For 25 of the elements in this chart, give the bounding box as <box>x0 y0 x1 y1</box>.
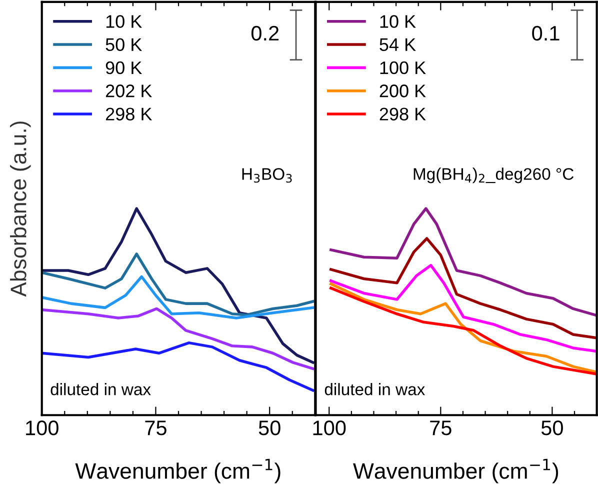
legend-label: 50 K <box>106 38 142 52</box>
x-tick-label: 100 <box>313 420 346 436</box>
x-tick-label: 75 <box>145 420 166 436</box>
x-tick-label: 50 <box>258 420 280 436</box>
y-axis-title: Absorbance (a.u.) <box>10 122 31 297</box>
text: Mg(BH$_{4}$)$_{2}$_deg260 °C <box>414 168 574 184</box>
legend-label: 54 K <box>380 38 416 52</box>
legend-label: 100 K <box>380 61 426 74</box>
text: H$_{3}$BO$_{3}$ <box>242 168 292 183</box>
text: 0.1 <box>532 26 560 41</box>
legend-label: 298 K <box>380 108 426 120</box>
x-tick-label: 75 <box>430 420 452 436</box>
annotation: diluted in wax <box>324 383 425 396</box>
legend-label: 298 K <box>106 108 152 120</box>
x-tick-label: 100 <box>26 420 58 436</box>
legend-label: 10 K <box>380 15 416 28</box>
legend-label: 90 K <box>106 61 142 74</box>
annotation: diluted in wax <box>50 383 151 396</box>
legend-label: 10 K <box>106 15 142 28</box>
legend-label: 202 K <box>106 84 152 98</box>
x-axis-title: Wavenumber (cm$^{−1}$) <box>75 458 280 484</box>
x-axis-title: Wavenumber (cm$^{−1}$) <box>353 458 558 484</box>
x-tick-label: 50 <box>541 420 563 436</box>
text: 0.2 <box>251 26 279 41</box>
legend-label: 200 K <box>380 84 426 98</box>
